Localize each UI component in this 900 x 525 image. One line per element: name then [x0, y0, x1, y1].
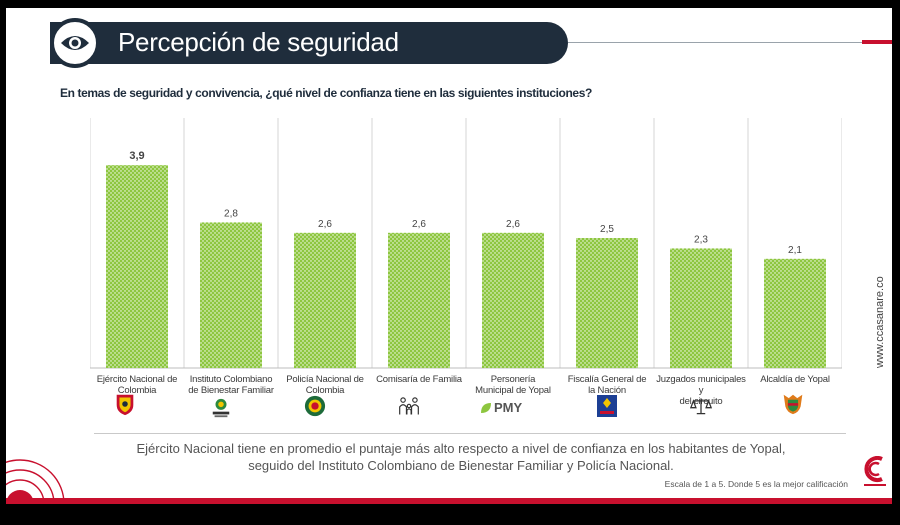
- decorative-arcs: [6, 459, 65, 504]
- ejercito-crest-icon: [116, 394, 134, 416]
- value-label-1: 3,9: [129, 150, 144, 162]
- x-tick-label-line: Fiscalía General de: [567, 374, 647, 385]
- conclusion-text: Ejército Nacional tiene en promedio el p…: [116, 440, 806, 474]
- alcaldia-shield-icon: [783, 394, 803, 415]
- x-tick-label-line: de Bienestar Familiar: [188, 385, 274, 396]
- x-tick-label-line: Colombia: [117, 385, 157, 396]
- pmy-logo-text: PMY: [494, 400, 523, 415]
- icbf-logo-icon: [212, 398, 230, 418]
- x-tick-label-line: Alcaldía de Yopal: [760, 374, 830, 385]
- slide: Percepción de seguridad En temas de segu…: [6, 8, 892, 504]
- bar-4: [388, 232, 450, 368]
- title-rule: [568, 42, 892, 43]
- bar-1: [106, 165, 168, 368]
- x-tick-label-line: Policía Nacional de: [286, 374, 364, 385]
- website-url: www.ccasanare.co: [874, 276, 886, 368]
- bar-3: [294, 232, 356, 368]
- bar-6: [576, 238, 638, 368]
- scale-note: Escala de 1 a 5. Donde 5 es la mejor cal…: [664, 479, 848, 489]
- scales-of-justice-icon: [690, 398, 712, 415]
- policia-badge-icon: [304, 395, 326, 417]
- title-rule-accent: [862, 40, 892, 44]
- conclusion-line-2: seguido del Instituto Colombiano de Bien…: [248, 458, 674, 473]
- family-icon: [399, 397, 419, 415]
- fiscalia-logo-icon: [597, 395, 617, 417]
- value-label-3: 2,6: [318, 219, 332, 230]
- bar-7: [670, 248, 732, 368]
- x-tick-label-5: Personería Municipal de Yopal: [466, 374, 560, 396]
- value-label-7: 2,3: [694, 234, 708, 245]
- title-banner: [50, 22, 568, 64]
- pmy-logo: PMY: [480, 400, 536, 418]
- value-label-5: 2,6: [506, 219, 520, 230]
- bottom-accent-bar: [6, 498, 892, 504]
- survey-question: En temas de seguridad y convivencia, ¿qu…: [60, 86, 592, 100]
- x-tick-label-line: Personería: [490, 374, 536, 385]
- x-tick-label-8: Alcaldía de Yopal: [748, 374, 842, 385]
- x-tick-label-line: Juzgados municipales y: [656, 374, 746, 396]
- x-tick-label-line: Colombia: [305, 385, 345, 396]
- eye-icon-badge: [50, 18, 100, 68]
- x-tick-label-6: Fiscalía General de la Nación: [560, 374, 654, 396]
- x-tick-label-line: Instituto Colombiano: [189, 374, 273, 385]
- x-tick-label-line: Municipal de Yopal: [475, 385, 551, 396]
- pmy-leaf-icon: [481, 403, 491, 413]
- x-tick-label-2: Instituto Colombiano de Bienestar Familia…: [184, 374, 278, 396]
- page-title: Percepción de seguridad: [118, 27, 399, 57]
- bar-chart: 3,9 2,8 2,6 2,6 2,6 2,5 2,3 2,1: [90, 118, 842, 369]
- bar-2: [200, 222, 262, 368]
- x-tick-label-line: la Nación: [588, 385, 626, 396]
- footer-divider: [94, 433, 846, 434]
- x-tick-label-4: Comisaría de Familia: [372, 374, 466, 385]
- eye-icon: [61, 36, 89, 50]
- value-label-8: 2,1: [788, 245, 802, 256]
- conclusion-line-1: Ejército Nacional tiene en promedio el p…: [136, 441, 786, 456]
- camara-comercio-logo-icon: [864, 456, 886, 486]
- value-label-6: 2,5: [600, 224, 614, 235]
- x-tick-label-3: Policía Nacional de Colombia: [278, 374, 372, 396]
- x-tick-label-line: Ejército Nacional de: [96, 374, 178, 385]
- bar-5: [482, 232, 544, 368]
- value-label-2: 2,8: [224, 208, 238, 219]
- x-tick-label-line: Comisaría de Familia: [376, 374, 462, 385]
- value-label-4: 2,6: [412, 219, 426, 230]
- bar-8: [764, 258, 826, 368]
- x-tick-label-1: Ejército Nacional de Colombia: [90, 374, 184, 396]
